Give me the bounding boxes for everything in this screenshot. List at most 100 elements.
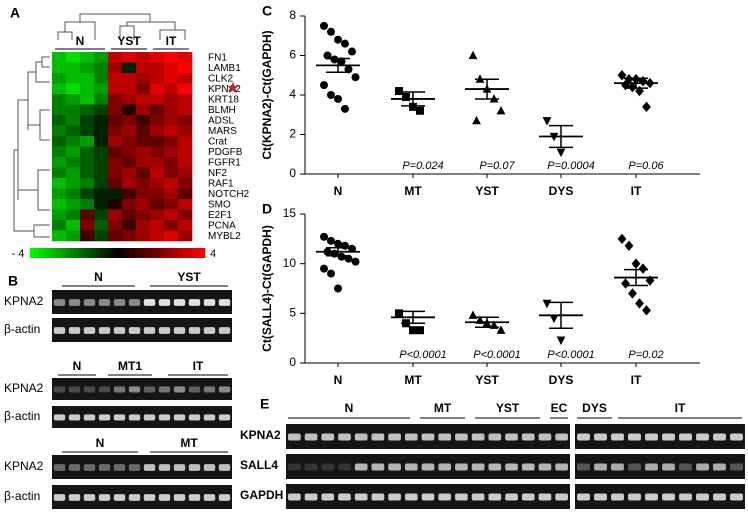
heatmap-cell [178, 125, 193, 137]
colorbar-step [183, 248, 188, 258]
gel-band [98, 386, 111, 393]
heatmap-cell [66, 125, 81, 137]
gel-row-label: SALL4 [240, 458, 278, 472]
gel-band [218, 464, 231, 471]
y-tick-label: 10 [283, 256, 297, 270]
heatmap-cell [80, 188, 95, 200]
heatmap-cell [136, 220, 151, 231]
data-point [472, 115, 481, 125]
colorbar-step [108, 248, 114, 258]
heatmap-cell [52, 146, 67, 158]
gene-label: KRT18 [208, 94, 239, 105]
heatmap-cell [66, 146, 81, 158]
heatmap-cell [178, 199, 193, 210]
y-tick-label: 8 [289, 8, 296, 22]
heatmap-cell [52, 209, 67, 221]
gel-band [53, 464, 66, 471]
gel-band [188, 386, 201, 393]
gel-band [218, 386, 231, 393]
gel-band [321, 463, 335, 471]
data-point [395, 309, 403, 318]
heatmap-cell [122, 104, 137, 116]
colorbar-step [60, 248, 66, 258]
gel-band [338, 493, 351, 501]
gel-band [188, 299, 201, 306]
heatmap-cell [108, 220, 123, 231]
sem-bar [549, 301, 573, 329]
gel-band [53, 386, 66, 393]
gel-band [662, 433, 675, 441]
colorbar-tick-label: 4 [210, 248, 216, 260]
heatmap-cell [108, 52, 123, 63]
heatmap-cell [94, 146, 109, 158]
gel-band [143, 464, 156, 471]
gel-row-label: KPNA2 [4, 381, 44, 395]
gel-band [288, 493, 301, 501]
data-point [642, 305, 651, 316]
x-tick-label: IT [631, 184, 642, 198]
heatmap-cell [52, 94, 67, 105]
heatmap-cell [150, 188, 165, 200]
heatmap-cell [122, 94, 137, 105]
gene-label: MYBL2 [208, 231, 241, 242]
gene-label: KPNA2 [208, 84, 241, 95]
gel-band [188, 414, 201, 421]
heatmap-cell [66, 188, 81, 200]
heatmap-cell [136, 94, 151, 105]
gel-band [173, 327, 186, 334]
gel-background [52, 318, 232, 342]
heatmap-cell [52, 178, 67, 189]
gene-label: LAMB1 [208, 63, 241, 74]
colorbar-step [130, 248, 136, 258]
gel-band [628, 493, 641, 501]
panel-label: A [10, 5, 20, 21]
gel-band [188, 327, 201, 334]
data-point [320, 232, 328, 241]
heatmap-cell [136, 230, 151, 242]
group-label: N [96, 436, 105, 450]
data-point [549, 314, 559, 324]
heatmap-cell [108, 157, 123, 168]
y-tick-label: 5 [289, 306, 296, 320]
gel-band [338, 463, 351, 471]
colorbar-step [135, 248, 140, 258]
heatmap-cell [66, 178, 81, 189]
heatmap-cell [150, 62, 165, 74]
gel-band [455, 493, 468, 501]
data-point [556, 336, 566, 345]
heatmap-cell [66, 52, 81, 63]
gel-band [555, 493, 568, 501]
heatmap-cell [136, 73, 151, 84]
gel-band [68, 386, 81, 393]
gel-band [98, 494, 111, 501]
heatmap-cell [178, 220, 193, 231]
p-value-label: P=0.06 [628, 160, 664, 172]
gel-band [645, 433, 658, 441]
heatmap-cell [136, 199, 151, 210]
p-value-label: P=0.0004 [547, 160, 594, 172]
heatmap-cell [52, 104, 67, 116]
heatmap-cell [80, 83, 95, 95]
heatmap-cell [52, 73, 67, 84]
data-point [496, 325, 506, 334]
heatmap-cell [122, 209, 137, 221]
heatmap-cell [164, 157, 179, 168]
gel-band [611, 433, 624, 441]
gel-band [505, 493, 518, 501]
gel-band [218, 299, 231, 306]
gene-label: MARS [208, 126, 237, 137]
gene-label: NOTCH2 [208, 189, 250, 200]
gel-band [488, 433, 502, 441]
group-label: IT [166, 34, 177, 48]
heatmap-cell [66, 220, 81, 231]
gel-band [321, 433, 335, 441]
x-tick-label: YST [475, 373, 499, 387]
gel-row-label: β-actin [4, 322, 40, 336]
colorbar-step [73, 248, 79, 258]
gel-band [83, 327, 96, 334]
y-axis-label: Ct(KPNA2)-Ct(GAPDH) [260, 30, 274, 159]
colorbar-step [187, 248, 193, 258]
heatmap-cell [122, 199, 137, 210]
heatmap-cell [108, 136, 123, 147]
heatmap-cell [178, 157, 193, 168]
